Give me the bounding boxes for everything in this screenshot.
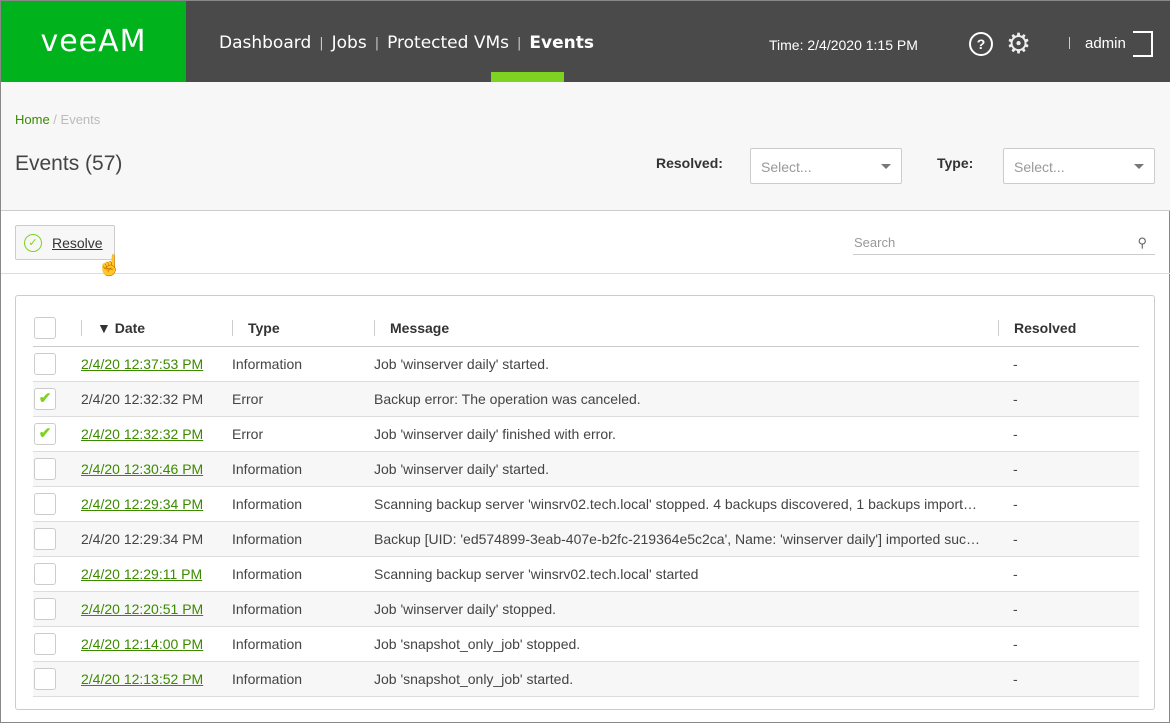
event-message: Job 'snapshot_only_job' started.	[374, 661, 998, 697]
event-date-link[interactable]: 2/4/20 12:14:00 PM	[81, 635, 204, 652]
event-message: Job 'winserver daily' stopped.	[374, 591, 998, 627]
column-header-date[interactable]: ▼ Date	[81, 320, 146, 337]
breadcrumb-current: Events	[60, 112, 101, 127]
username[interactable]: admin	[1085, 35, 1126, 52]
event-type: Error	[232, 416, 374, 452]
active-tab-indicator	[491, 72, 564, 82]
event-type: Information	[232, 521, 374, 557]
logout-icon[interactable]	[1133, 31, 1153, 57]
breadcrumb-home[interactable]: Home	[15, 112, 50, 127]
column-header-message[interactable]: Message	[374, 320, 450, 337]
event-date-link[interactable]: 2/4/20 12:29:34 PM	[81, 495, 204, 512]
event-type: Information	[232, 346, 374, 382]
table-row[interactable]: 2/4/20 12:29:11 PM Information Scanning …	[33, 556, 1139, 592]
table-row[interactable]: 2/4/20 12:13:52 PM Information Job 'snap…	[33, 661, 1139, 697]
event-message: Backup error: The operation was canceled…	[374, 381, 998, 417]
table-row[interactable]: 2/4/20 12:29:34 PM Information Backup [U…	[33, 521, 1139, 557]
nav-jobs[interactable]: Jobs	[331, 33, 367, 53]
event-date-link[interactable]: 2/4/20 12:13:52 PM	[81, 670, 204, 687]
column-header-type[interactable]: Type	[232, 320, 280, 337]
events-table: ▼ Date Type Message Resolved 2/4/20 12:3…	[33, 311, 1139, 697]
toolbar: ✓ Resolve Search ⚲	[1, 211, 1170, 274]
event-type: Information	[232, 556, 374, 592]
row-checkbox[interactable]	[34, 457, 56, 480]
resolve-label: Resolve	[52, 234, 103, 251]
row-checkbox[interactable]	[34, 492, 56, 515]
event-resolved: -	[998, 626, 1139, 662]
divider	[1069, 37, 1070, 49]
resolved-filter-select[interactable]: Select...	[750, 148, 902, 184]
event-message: Job 'winserver daily' started.	[374, 451, 998, 487]
resolve-button[interactable]: ✓ Resolve	[15, 225, 115, 260]
event-date: 2/4/20 12:32:32 PM	[81, 390, 204, 407]
event-date: 2/4/20 12:29:34 PM	[81, 530, 204, 547]
column-header-resolved[interactable]: Resolved	[998, 320, 1077, 337]
table-row[interactable]: 2/4/20 12:37:53 PM Information Job 'wins…	[33, 346, 1139, 382]
event-resolved: -	[998, 556, 1139, 592]
event-type: Information	[232, 626, 374, 662]
row-checkbox[interactable]	[34, 667, 56, 690]
event-type: Information	[232, 661, 374, 697]
event-date-link[interactable]: 2/4/20 12:32:32 PM	[81, 425, 204, 442]
event-type: Information	[232, 451, 374, 487]
check-circle-icon: ✓	[24, 233, 42, 252]
search-input[interactable]: Search ⚲	[853, 233, 1155, 255]
event-type: Information	[232, 591, 374, 627]
gear-icon[interactable]: ⚙	[1006, 28, 1032, 59]
search-icon[interactable]: ⚲	[1137, 235, 1147, 250]
table-row[interactable]: ✔ 2/4/20 12:32:32 PM Error Job 'winserve…	[33, 416, 1139, 452]
event-resolved: -	[998, 451, 1139, 487]
nav-protected-vms[interactable]: Protected VMs	[387, 33, 509, 53]
event-date-link[interactable]: 2/4/20 12:37:53 PM	[81, 355, 204, 372]
nav-events[interactable]: Events	[529, 33, 594, 53]
event-resolved: -	[998, 416, 1139, 452]
event-resolved: -	[998, 521, 1139, 557]
breadcrumb: Home / Events	[15, 112, 101, 127]
row-checkbox[interactable]: ✔	[34, 387, 56, 410]
events-panel: ▼ Date Type Message Resolved 2/4/20 12:3…	[15, 295, 1155, 710]
help-icon[interactable]: ?	[969, 32, 993, 56]
event-resolved: -	[998, 346, 1139, 382]
table-row[interactable]: 2/4/20 12:30:46 PM Information Job 'wins…	[33, 451, 1139, 487]
event-date-link[interactable]: 2/4/20 12:29:11 PM	[81, 565, 203, 582]
row-checkbox[interactable]	[34, 597, 56, 620]
event-type: Error	[232, 381, 374, 417]
event-message: Scanning backup server 'winsrv02.tech.lo…	[374, 486, 998, 522]
event-resolved: -	[998, 591, 1139, 627]
event-type: Information	[232, 486, 374, 522]
table-row[interactable]: ✔ 2/4/20 12:32:32 PM Error Backup error:…	[33, 381, 1139, 417]
row-checkbox[interactable]	[34, 352, 56, 375]
select-all-checkbox[interactable]	[34, 317, 56, 340]
page-header: Home / Events Events (57) Resolved: Sele…	[1, 82, 1170, 211]
type-filter-label: Type:	[937, 155, 974, 171]
event-resolved: -	[998, 381, 1139, 417]
server-time: Time: 2/4/2020 1:15 PM	[769, 37, 918, 53]
row-checkbox[interactable]	[34, 562, 56, 585]
row-checkbox[interactable]: ✔	[34, 422, 56, 445]
page-title: Events (57)	[15, 152, 123, 175]
type-filter-select[interactable]: Select...	[1003, 148, 1155, 184]
event-date-link[interactable]: 2/4/20 12:20:51 PM	[81, 600, 204, 617]
main-nav: Dashboard | Jobs | Protected VMs | Events	[219, 33, 594, 53]
resolved-filter-label: Resolved:	[656, 155, 723, 171]
event-resolved: -	[998, 486, 1139, 522]
event-message: Backup [UID: 'ed574899-3eab-407e-b2fc-21…	[374, 521, 998, 557]
event-message: Job 'winserver daily' finished with erro…	[374, 416, 998, 452]
event-message: Job 'winserver daily' started.	[374, 346, 998, 382]
row-checkbox[interactable]	[34, 527, 56, 550]
table-row[interactable]: 2/4/20 12:14:00 PM Information Job 'snap…	[33, 626, 1139, 662]
event-date-link[interactable]: 2/4/20 12:30:46 PM	[81, 460, 204, 477]
table-row[interactable]: 2/4/20 12:20:51 PM Information Job 'wins…	[33, 591, 1139, 627]
event-resolved: -	[998, 661, 1139, 697]
nav-dashboard[interactable]: Dashboard	[219, 33, 312, 53]
veeam-logo[interactable]: veeAM	[1, 1, 186, 82]
event-message: Job 'snapshot_only_job' stopped.	[374, 626, 998, 662]
event-message: Scanning backup server 'winsrv02.tech.lo…	[374, 556, 998, 592]
hand-cursor-icon: ☝	[97, 255, 122, 277]
top-bar: veeAM Dashboard | Jobs | Protected VMs | Ev…	[1, 1, 1170, 82]
row-checkbox[interactable]	[34, 632, 56, 655]
search-placeholder: Search	[854, 235, 896, 250]
table-row[interactable]: 2/4/20 12:29:34 PM Information Scanning …	[33, 486, 1139, 522]
